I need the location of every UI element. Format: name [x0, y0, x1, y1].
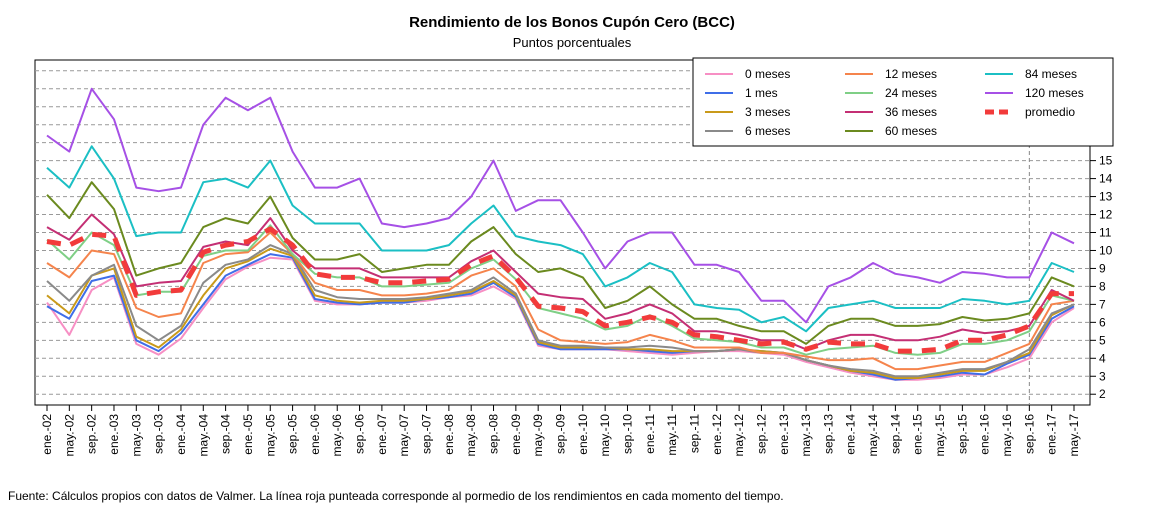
- x-tick-label: may.-06: [330, 414, 344, 457]
- series-line: [46, 226, 1074, 354]
- x-tick-label: sep.-07: [420, 414, 434, 454]
- chart-title: Rendimiento de los Bonos Cupón Cero (BCC…: [409, 14, 735, 31]
- series-line: [46, 247, 1075, 379]
- x-tick-label: ene.-03: [107, 414, 121, 455]
- series-line: [46, 213, 1075, 351]
- legend-label: 12 meses: [885, 67, 937, 81]
- y-tick-label: 3: [1099, 369, 1106, 383]
- x-tick-label: ene.-09: [509, 414, 523, 455]
- x-tick-label: ene.-07: [375, 414, 389, 455]
- legend-label: 6 meses: [745, 124, 790, 138]
- x-tick-label: ene.-12: [710, 414, 724, 455]
- y-tick-label: 4: [1099, 351, 1106, 365]
- x-tick-label: may.-13: [799, 414, 813, 457]
- y-tick-label: 2: [1099, 387, 1106, 401]
- y-tick-label: 15: [1099, 154, 1113, 168]
- x-tick-label: sep.-08: [487, 414, 501, 454]
- legend: 0 meses 1 mes 3 meses 6 meses 12 meses 24 mes…: [692, 57, 1114, 147]
- legend-label: 120 meses: [1025, 86, 1084, 100]
- x-tick-label: sep.-04: [219, 414, 233, 454]
- y-tick-label: 12: [1099, 208, 1113, 222]
- x-tick-label: sep.-12: [754, 414, 768, 454]
- x-tick-label: may.-16: [1000, 414, 1014, 457]
- x-tick-label: ene.-16: [978, 414, 992, 455]
- x-tick-label: sep.-15: [955, 414, 969, 454]
- y-tick-label: 8: [1099, 279, 1106, 293]
- series-line: [46, 244, 1075, 378]
- x-tick-label: may.-03: [129, 414, 143, 457]
- x-tick-label: ene.-04: [174, 414, 188, 455]
- legend-label: 36 meses: [885, 105, 937, 119]
- y-tick-label: 10: [1099, 243, 1113, 257]
- y-tick-label: 6: [1099, 315, 1106, 329]
- x-tick-label: may.-08: [464, 414, 478, 457]
- x-tick-label: ene.-14: [844, 414, 858, 455]
- legend-label: promedio: [1025, 105, 1075, 119]
- x-tick-label: may.-09: [531, 414, 545, 457]
- x-tick-label: sep.-06: [353, 414, 367, 454]
- x-tick-label: sep.-14: [888, 414, 902, 454]
- x-tick-label: sep.-05: [286, 414, 300, 454]
- legend-box: [692, 57, 1114, 147]
- legend-label: 60 meses: [885, 124, 937, 138]
- x-tick-label: sep.-09: [554, 414, 568, 454]
- x-tick-label: ene.-06: [308, 414, 322, 455]
- x-tick-label: sep.-10: [620, 414, 634, 454]
- x-tick-label: ene.-02: [40, 414, 54, 455]
- x-tick-label: may.-10: [598, 414, 612, 457]
- x-tick-label: sep.-11: [687, 414, 701, 453]
- series-line: [46, 181, 1075, 345]
- x-tick-label: ene.-11: [643, 414, 657, 454]
- y-tick-label: 9: [1099, 261, 1106, 275]
- y-tick-label: 11: [1099, 226, 1112, 240]
- series-line: [46, 87, 1075, 324]
- x-tick-label: may.-14: [866, 414, 880, 457]
- series-line: [46, 253, 1075, 381]
- x-tick-label: ene.-17: [1045, 414, 1059, 455]
- x-tick-label: ene.-08: [442, 414, 456, 455]
- footnote: Fuente: Cálculos propios con datos de Va…: [8, 489, 784, 503]
- y-tick-label: 7: [1099, 297, 1106, 311]
- y-tick-label: 5: [1099, 333, 1106, 347]
- x-tick-label: may.-17: [1067, 414, 1081, 457]
- series-line: [46, 231, 1075, 371]
- x-tick-label: ene.-10: [576, 414, 590, 455]
- x-tick-label: may.-07: [397, 414, 411, 457]
- series-line: [46, 256, 1075, 381]
- x-tick-label: sep.-13: [821, 414, 835, 454]
- x-tick-label: ene.-13: [777, 414, 791, 455]
- x-tick-label: may.-04: [196, 414, 210, 457]
- y-tick-label: 13: [1099, 190, 1113, 204]
- x-tick-label: may.-05: [263, 414, 277, 457]
- series-line: [46, 145, 1075, 333]
- legend-label: 0 meses: [745, 67, 790, 81]
- x-tick-label: ene.-05: [241, 414, 255, 455]
- x-tick-label: ene.-15: [911, 414, 925, 455]
- x-tick-label: may.-02: [62, 414, 76, 457]
- x-tick-label: sep.-16: [1022, 414, 1036, 454]
- legend-label: 84 meses: [1025, 67, 1077, 81]
- x-tick-label: may.-15: [933, 414, 947, 457]
- x-tick-label: may.-11: [665, 414, 679, 456]
- x-tick-label: sep.-03: [152, 414, 166, 454]
- x-tick-label: may.-12: [732, 414, 746, 457]
- legend-label: 1 mes: [745, 86, 778, 100]
- y-tick-label: 14: [1099, 172, 1113, 186]
- legend-label: 3 meses: [745, 105, 790, 119]
- chart-subtitle: Puntos porcentuales: [513, 35, 632, 50]
- legend-label: 24 meses: [885, 86, 937, 100]
- x-tick-label: sep.-02: [85, 414, 99, 454]
